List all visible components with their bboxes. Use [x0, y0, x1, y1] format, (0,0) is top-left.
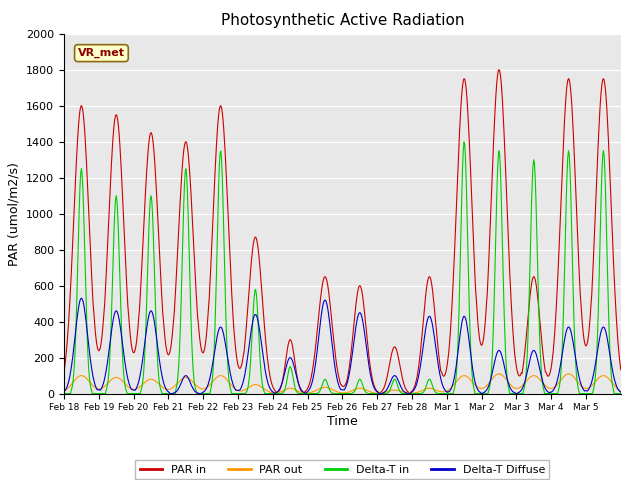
Y-axis label: PAR (umol/m2/s): PAR (umol/m2/s)	[8, 162, 20, 265]
Text: VR_met: VR_met	[78, 48, 125, 58]
X-axis label: Time: Time	[327, 415, 358, 428]
Legend: PAR in, PAR out, Delta-T in, Delta-T Diffuse: PAR in, PAR out, Delta-T in, Delta-T Dif…	[136, 460, 549, 479]
Title: Photosynthetic Active Radiation: Photosynthetic Active Radiation	[221, 13, 464, 28]
